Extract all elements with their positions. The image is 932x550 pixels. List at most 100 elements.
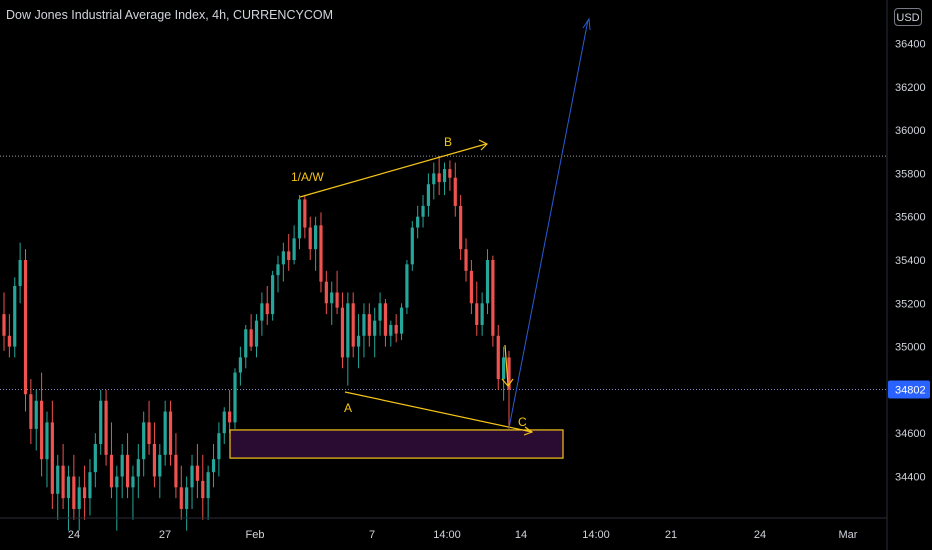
candle-body <box>303 199 307 228</box>
trendline-a-to-c[interactable] <box>344 391 533 433</box>
y-tick-label: 35000 <box>895 342 926 354</box>
candle-body <box>313 225 318 250</box>
demand-zone-rect[interactable] <box>229 429 564 459</box>
candle-body <box>373 320 377 336</box>
candle-body <box>287 251 291 260</box>
candle-body <box>485 260 490 304</box>
candle-body <box>421 205 425 217</box>
y-tick-label: 35200 <box>895 298 926 310</box>
candle-body <box>7 335 11 347</box>
candle-body <box>399 307 404 334</box>
candle-body <box>292 238 296 260</box>
candle-body <box>276 264 280 276</box>
candle-body <box>426 184 431 206</box>
candle-body <box>195 465 200 481</box>
candle-body <box>340 307 345 358</box>
candle-body <box>66 476 71 499</box>
x-tick-label: Mar <box>839 529 858 541</box>
candle-body <box>459 205 463 250</box>
y-tick-label: 36200 <box>895 82 926 94</box>
candle-body <box>281 251 285 265</box>
candle-body <box>330 292 334 304</box>
currency-button[interactable]: USD <box>894 8 922 26</box>
current-price-badge <box>888 380 930 399</box>
x-tick-label: 24 <box>68 529 80 541</box>
candle-body <box>432 173 436 185</box>
candle-body <box>50 422 54 494</box>
candle-body <box>335 292 339 308</box>
candle-body <box>88 472 92 499</box>
candle-body <box>185 487 189 509</box>
candle-body <box>346 303 350 358</box>
candle-body <box>265 303 269 315</box>
projection-line[interactable] <box>508 19 589 429</box>
candle-body <box>233 372 237 423</box>
candle-body <box>453 177 457 206</box>
candle-body <box>131 476 135 488</box>
y-tick-label: 36400 <box>895 39 926 51</box>
chart-title: Dow Jones Industrial Average Index, 4h, … <box>6 8 333 22</box>
candle-body <box>174 454 178 488</box>
candle-body <box>228 411 232 423</box>
candle-body <box>362 314 366 336</box>
y-tick-label: 35400 <box>895 255 926 267</box>
candle-body <box>29 394 33 429</box>
candle-body <box>448 169 452 178</box>
wave-c-line[interactable] <box>504 344 509 386</box>
candle-body <box>142 422 146 460</box>
candle-body <box>13 285 17 347</box>
candle-body <box>496 335 500 380</box>
candle-body <box>158 454 162 477</box>
candle-body <box>254 320 259 347</box>
candle-body <box>147 422 151 445</box>
candle-body <box>109 454 114 488</box>
candle-body <box>464 249 468 271</box>
candle-body <box>308 227 312 250</box>
candle-body <box>99 400 103 445</box>
candle-body <box>152 444 157 477</box>
candle-body <box>163 411 167 455</box>
candle-body <box>56 465 60 494</box>
x-tick-label: 7 <box>369 529 375 541</box>
candle-body <box>61 465 65 499</box>
wave-label-a: A <box>344 401 352 415</box>
candle-body <box>480 303 484 325</box>
candle-body <box>405 264 409 308</box>
candle-body <box>249 329 253 347</box>
x-tick-label: 27 <box>159 529 171 541</box>
candle-body <box>206 472 210 499</box>
current-price-label: 34802 <box>895 384 926 396</box>
candle-body <box>378 303 382 321</box>
candle-body <box>120 454 124 477</box>
candle-body <box>271 275 275 315</box>
trendline-w-to-b[interactable] <box>299 143 487 198</box>
candle-body <box>217 433 221 460</box>
x-tick-label: 14:00 <box>582 529 610 541</box>
x-tick-label: 14:00 <box>433 529 461 541</box>
candle-body <box>222 411 226 434</box>
candle-body <box>351 303 355 347</box>
candle-body <box>442 169 447 183</box>
wave-label-b: B <box>444 135 452 149</box>
candle-body <box>77 487 81 509</box>
candle-body <box>502 357 506 380</box>
candle-body <box>491 260 495 336</box>
y-tick-label: 34400 <box>895 472 926 484</box>
candle-body <box>297 199 302 239</box>
x-tick-label: 21 <box>665 529 677 541</box>
y-tick-label: 35600 <box>895 212 926 224</box>
candle-body <box>40 400 44 460</box>
candle-body <box>93 444 97 473</box>
candle-body <box>416 216 420 228</box>
candle-body <box>469 270 473 304</box>
y-tick-label: 36000 <box>895 125 926 137</box>
candle-body <box>389 324 393 336</box>
candle-body <box>394 324 398 334</box>
candles <box>2 156 511 531</box>
x-tick-label: 14 <box>515 529 527 541</box>
candle-body <box>383 303 388 336</box>
candle-body <box>125 454 130 488</box>
candle-body <box>168 411 173 455</box>
arrowhead-b <box>478 139 489 151</box>
